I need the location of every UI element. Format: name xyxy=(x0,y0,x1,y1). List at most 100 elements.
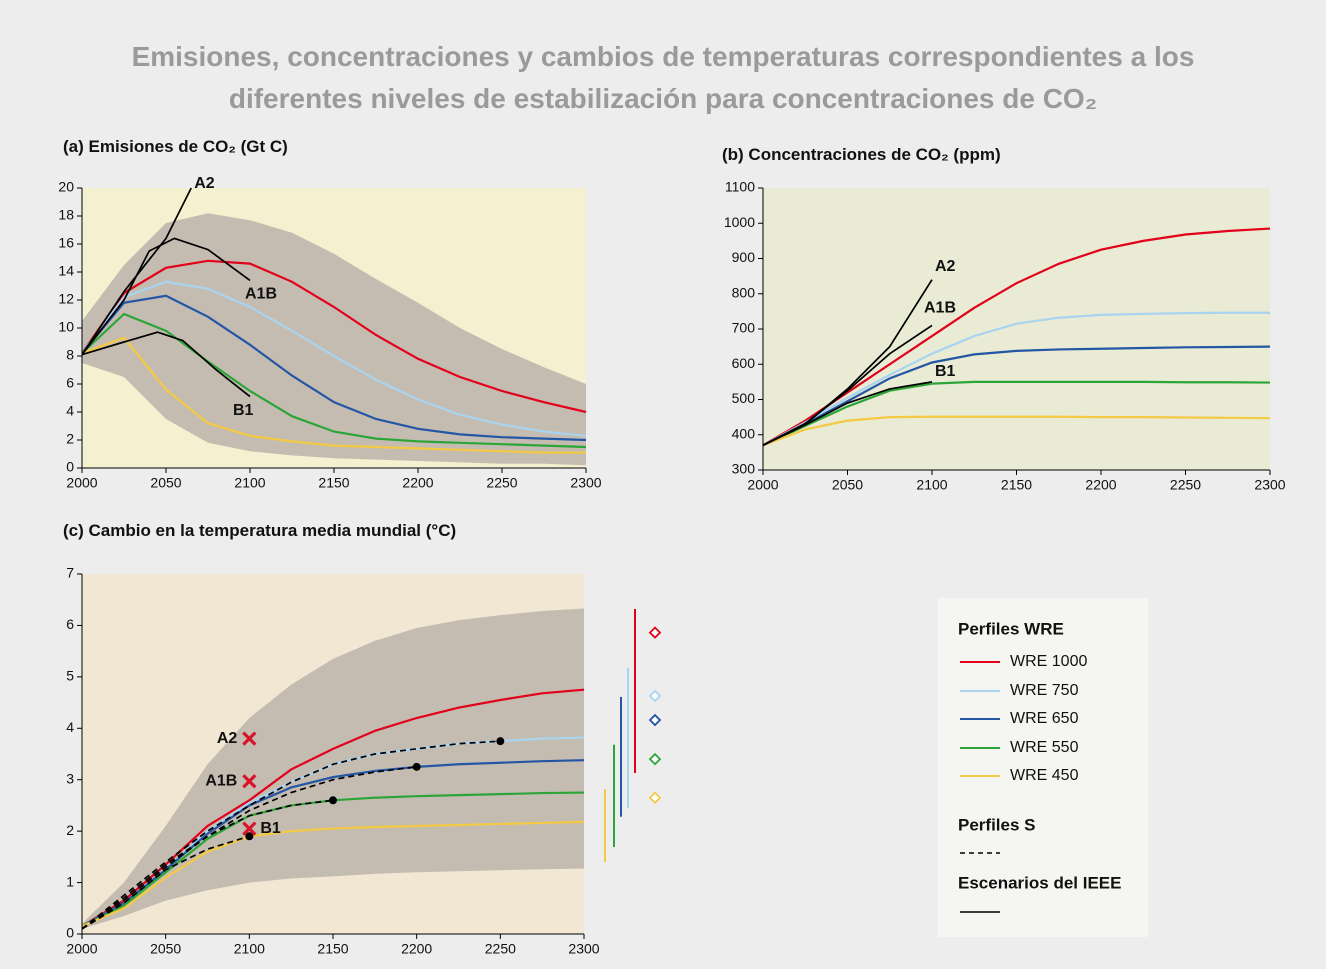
legend-group: Escenarios del IEEE xyxy=(958,873,1121,892)
marker-label: B1 xyxy=(260,820,281,837)
dashed-line xyxy=(82,766,417,930)
y-tick-label: 4 xyxy=(66,403,74,419)
x-tick-label: 2050 xyxy=(150,475,181,491)
y-tick-label: 600 xyxy=(732,355,756,371)
legend-entry: WRE 450 xyxy=(1010,767,1079,784)
line xyxy=(763,345,1271,447)
y-tick-label: 6 xyxy=(66,375,74,391)
legend-entry: WRE 750 xyxy=(1010,682,1079,699)
series-label: A1B xyxy=(245,286,277,303)
y-tick-label: 18 xyxy=(58,207,74,223)
x-marker xyxy=(242,821,257,836)
line xyxy=(82,259,587,414)
end-dot xyxy=(329,796,337,805)
uncertainty-band xyxy=(82,213,586,466)
dashed-line xyxy=(82,835,250,930)
dashed-line xyxy=(82,740,501,930)
plot xyxy=(82,187,587,466)
y-tick-label: 0 xyxy=(66,459,74,475)
line xyxy=(763,415,1271,447)
y-tick-label: 10 xyxy=(58,319,74,335)
x-tick-label: 2150 xyxy=(317,941,348,957)
series-label: B1 xyxy=(935,363,956,380)
line xyxy=(82,331,251,398)
y-tick-label: 20 xyxy=(58,179,74,195)
line xyxy=(82,280,587,437)
end-dot xyxy=(496,737,505,746)
legend-box xyxy=(938,598,1148,937)
series-label: B1 xyxy=(233,402,254,419)
line xyxy=(82,336,586,454)
x-tick-label: 2150 xyxy=(1001,477,1032,493)
x-tick-label: 2250 xyxy=(485,941,516,957)
x-marker-stroke xyxy=(242,821,257,836)
x-tick-label: 2000 xyxy=(747,477,778,493)
x-marker xyxy=(242,731,257,746)
x-tick-label: 2250 xyxy=(486,475,517,491)
y-tick-label: 0 xyxy=(66,925,74,941)
y-tick-label: 2 xyxy=(66,431,74,447)
legend: Perfiles WRE WRE 1000 WRE 750 WRE 650 WR… xyxy=(938,598,1148,937)
x-tick-label: 2100 xyxy=(234,475,265,491)
equilibrium-diamond xyxy=(648,713,662,727)
x-tick-label: 2200 xyxy=(402,475,433,491)
x-tick-label: 2050 xyxy=(832,477,863,493)
x-marker-stroke xyxy=(242,774,257,789)
line xyxy=(763,381,933,447)
legend-entry: WRE 550 xyxy=(1010,739,1079,756)
line xyxy=(82,294,587,442)
uncertainty-band xyxy=(82,608,584,929)
x-tick-label: 2050 xyxy=(150,941,181,957)
y-tick-label: 500 xyxy=(732,390,756,406)
x-tick-label: 2150 xyxy=(318,475,349,491)
chart-title: (c) Cambio en la temperatura media mundi… xyxy=(63,521,456,540)
x-tick-label: 2200 xyxy=(401,941,432,957)
y-tick-label: 4 xyxy=(66,719,74,735)
y-tick-label: 1 xyxy=(66,873,74,889)
x-tick-label: 2000 xyxy=(66,941,97,957)
equilibrium-diamond xyxy=(648,689,662,703)
equilibrium-diamond xyxy=(648,752,662,766)
line xyxy=(82,312,587,449)
x-tick-label: 2300 xyxy=(570,475,601,491)
x-tick-label: 2300 xyxy=(568,941,599,957)
marker-label: A1B xyxy=(205,772,237,789)
legend-group: Perfiles S xyxy=(958,815,1036,834)
end-dot xyxy=(412,762,421,771)
x-tick-label: 2200 xyxy=(1085,477,1116,493)
equilibrium-diamond xyxy=(648,791,662,804)
legend-entry: WRE 650 xyxy=(1010,710,1079,727)
series-label: A1B xyxy=(924,300,956,317)
y-tick-label: 16 xyxy=(58,235,74,251)
y-tick-label: 800 xyxy=(732,284,756,300)
line xyxy=(82,820,585,928)
y-tick-label: 3 xyxy=(66,770,74,786)
series-label: A2 xyxy=(935,258,956,275)
x-tick-label: 2250 xyxy=(1170,477,1201,493)
end-dot xyxy=(245,832,254,841)
x-marker-stroke xyxy=(242,731,257,746)
marker-label: A2 xyxy=(217,730,238,747)
line xyxy=(763,311,1270,447)
y-tick-label: 12 xyxy=(58,291,74,307)
line xyxy=(763,380,1271,447)
chart-title: (a) Emisiones de CO₂ (Gt C) xyxy=(63,137,288,156)
y-tick-label: 5 xyxy=(66,668,74,684)
y-tick-label: 300 xyxy=(732,461,756,477)
equilibrium-diamond xyxy=(648,626,662,639)
y-tick-label: 1000 xyxy=(724,214,755,230)
plot-area xyxy=(763,188,1270,470)
plot xyxy=(763,227,1271,447)
y-tick-label: 7 xyxy=(66,565,74,581)
line xyxy=(82,187,192,356)
y-tick-label: 6 xyxy=(66,616,74,632)
legend-group: Perfiles WRE xyxy=(958,619,1064,638)
legend-entry: WRE 1000 xyxy=(1010,653,1087,670)
y-tick-label: 900 xyxy=(732,249,756,265)
x-tick-label: 2100 xyxy=(916,477,947,493)
x-tick-label: 2300 xyxy=(1254,477,1285,493)
y-tick-label: 14 xyxy=(58,263,74,279)
series-label: A2 xyxy=(194,175,215,192)
y-tick-label: 1100 xyxy=(725,179,755,195)
